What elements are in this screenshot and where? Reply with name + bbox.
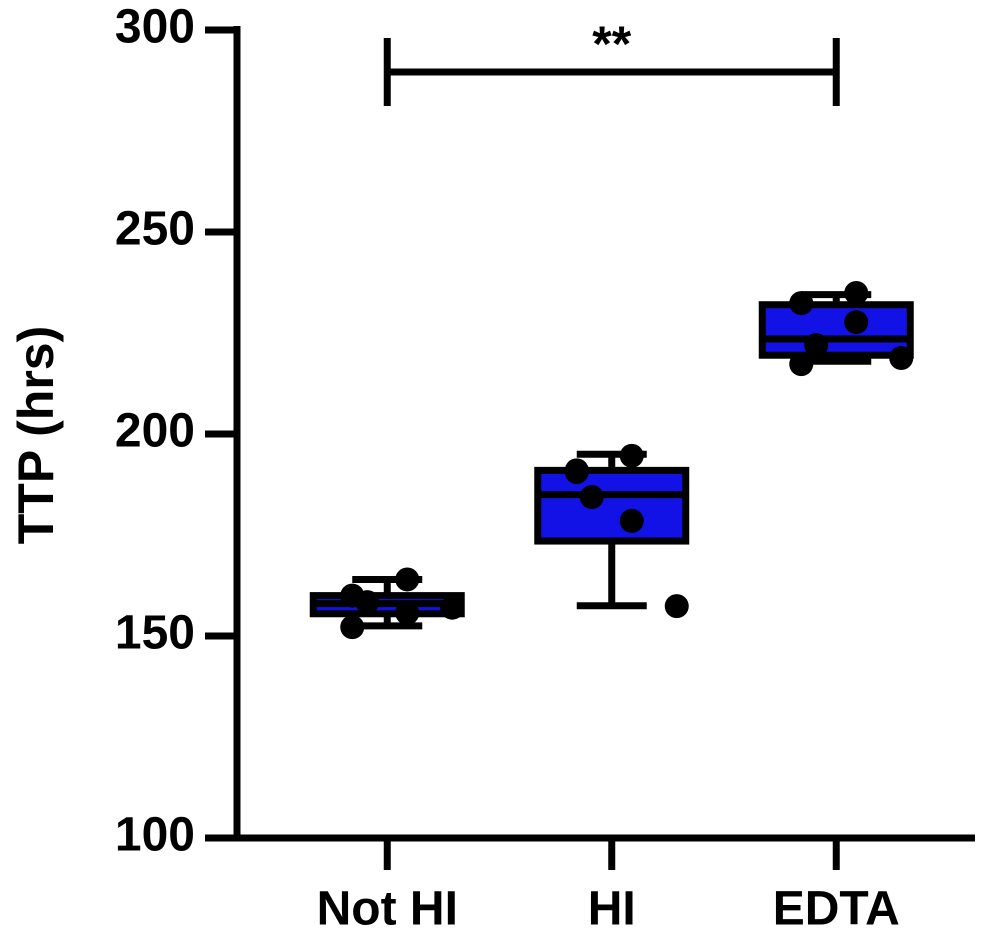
- data-point: [579, 485, 604, 510]
- data-point: [440, 595, 465, 620]
- y-tick-label: 200: [115, 405, 195, 458]
- data-point: [664, 594, 689, 619]
- data-point: [844, 281, 869, 306]
- x-tick-label: HI: [588, 883, 636, 936]
- data-point: [619, 508, 644, 533]
- y-tick-label: 300: [115, 1, 195, 54]
- data-point: [804, 333, 829, 358]
- box: [534, 466, 690, 545]
- box: [758, 301, 914, 359]
- significance-label: **: [592, 16, 631, 72]
- data-point: [395, 567, 420, 592]
- data-point: [889, 346, 914, 371]
- data-point: [564, 458, 589, 483]
- data-point: [355, 590, 380, 615]
- y-axis-label: TTP (hrs): [8, 326, 64, 545]
- data-point: [789, 291, 814, 316]
- data-point: [395, 600, 420, 625]
- x-tick-label: Not HI: [317, 883, 458, 936]
- y-tick-label: 100: [115, 809, 195, 862]
- data-point: [844, 310, 869, 335]
- data-point: [340, 615, 365, 640]
- y-tick-label: 250: [115, 203, 195, 256]
- x-tick-label: EDTA: [773, 883, 900, 936]
- y-tick-label: 150: [115, 607, 195, 660]
- data-point: [619, 443, 644, 468]
- data-point: [789, 352, 814, 377]
